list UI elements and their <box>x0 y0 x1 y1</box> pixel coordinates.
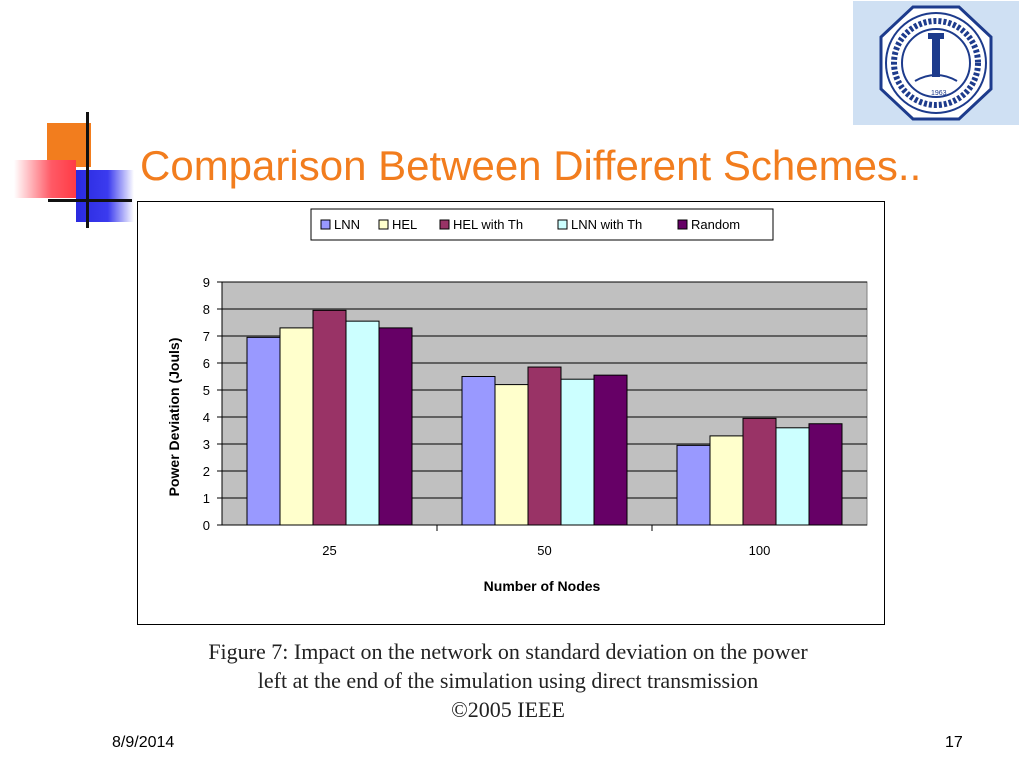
x-tick-label: 50 <box>537 543 551 558</box>
y-tick-label: 9 <box>203 275 210 290</box>
legend-swatch <box>557 219 568 230</box>
y-tick-label: 1 <box>203 491 210 506</box>
slide-number: 17 <box>945 734 963 751</box>
caption-line-2: left at the end of the simulation using … <box>257 668 759 693</box>
bar-lnn-with-th <box>345 320 380 526</box>
y-tick-label: 6 <box>203 356 210 371</box>
legend-label: Random <box>691 217 740 232</box>
y-tick-label: 2 <box>203 464 210 479</box>
legend-swatch <box>320 219 331 230</box>
decor-horizontal-line <box>48 199 132 202</box>
bar-chart: LNN HEL HEL with Th LNN with Th Random 0 1 2 3 4… <box>166 208 868 594</box>
y-tick-label: 8 <box>203 302 210 317</box>
legend-label: HEL <box>392 217 417 232</box>
chart-legend: LNN HEL HEL with Th LNN with Th Random <box>310 208 774 241</box>
decor-red-square <box>14 160 76 198</box>
caption-line-1: Figure 7: Impact on the network on stand… <box>208 639 808 664</box>
x-tick-label: 100 <box>749 543 771 558</box>
bar-lnn <box>246 336 281 526</box>
seal-year: 1963 <box>931 90 947 97</box>
y-tick-label: 4 <box>203 410 210 425</box>
legend-swatch <box>439 219 450 230</box>
bar-lnn-with-th <box>775 427 810 526</box>
y-tick-label: 0 <box>203 518 210 533</box>
legend-label: LNN with Th <box>571 217 642 232</box>
caption-line-3: ©2005 IEEE <box>451 697 565 722</box>
university-logo: 1963 <box>853 1 1019 125</box>
bar-lnn-with-th <box>560 378 595 526</box>
bar-hel <box>494 384 529 526</box>
legend-label: LNN <box>334 217 360 232</box>
y-axis-label: Power Deviation (Jouls) <box>166 338 182 497</box>
y-tick-label: 5 <box>203 383 210 398</box>
decor-blue-square <box>76 170 134 222</box>
decor-orange-square <box>47 123 91 167</box>
plot-area: 0 1 2 3 4 5 6 7 8 9 25 50 100 <box>203 275 868 558</box>
bar-hel-with-th <box>312 309 347 526</box>
bar-random <box>378 327 413 526</box>
decor-vertical-line <box>86 112 89 228</box>
y-tick-label: 3 <box>203 437 210 452</box>
legend-swatch <box>378 219 389 230</box>
y-tick-label: 7 <box>203 329 210 344</box>
bar-hel-with-th <box>527 366 562 526</box>
bar-lnn <box>676 444 711 526</box>
bar-hel <box>709 435 744 526</box>
x-axis-label: Number of Nodes <box>484 578 601 594</box>
bar-hel-with-th <box>742 417 777 526</box>
slide-title: Comparison Between Different Schemes.. <box>140 142 922 189</box>
slide-date: 8/9/2014 <box>112 734 175 751</box>
bar-random <box>593 374 628 526</box>
bar-hel <box>279 327 314 526</box>
bar-random <box>808 423 843 526</box>
bar-lnn <box>461 376 496 526</box>
university-seal-icon: 1963 <box>879 5 993 121</box>
legend-label: HEL with Th <box>453 217 523 232</box>
legend-swatch <box>677 219 688 230</box>
figure-caption: Figure 7: Impact on the network on stand… <box>130 637 886 724</box>
x-tick-label: 25 <box>322 543 336 558</box>
